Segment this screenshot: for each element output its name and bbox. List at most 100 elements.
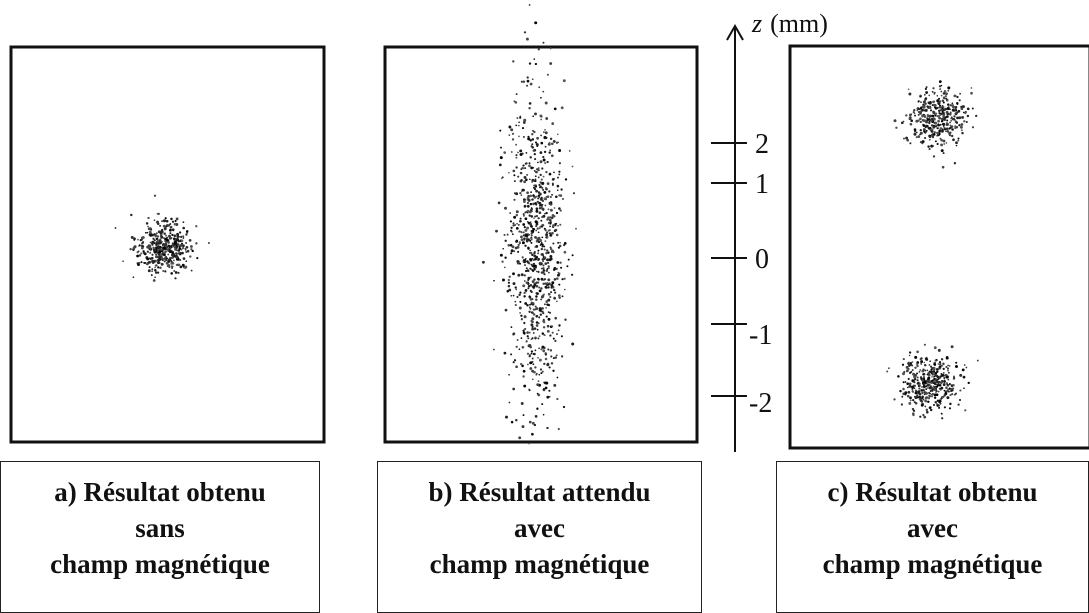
particle-dot (534, 305, 537, 308)
particle-dot (164, 217, 167, 220)
particle-dot (520, 273, 524, 277)
particle-dot (903, 137, 905, 140)
particle-dot (542, 90, 545, 93)
particle-dot (940, 118, 943, 120)
particle-dot (169, 250, 172, 254)
particle-dot (522, 164, 525, 167)
particle-dot (521, 166, 524, 170)
particle-dot (925, 91, 929, 94)
particle-dot (545, 233, 549, 237)
particle-dot (887, 367, 890, 370)
particle-dot (151, 253, 154, 256)
particle-dot (950, 119, 953, 122)
particle-dot (548, 395, 551, 398)
particle-dot (943, 118, 946, 121)
particle-dot (540, 348, 543, 351)
particle-dot (546, 395, 550, 399)
particle-dot (530, 166, 534, 170)
particle-dot (538, 211, 542, 215)
particle-dot (545, 236, 547, 239)
particle-dot (937, 363, 940, 365)
particle-dot (512, 361, 515, 364)
particle-dot (552, 242, 555, 245)
particle-dot (557, 273, 560, 277)
particle-dot (163, 237, 165, 240)
particle-dot (495, 229, 498, 233)
particle-dot (502, 278, 505, 282)
particle-dot (520, 314, 523, 317)
particle-dot (926, 114, 930, 117)
particle-dot (137, 238, 139, 241)
particle-dot (178, 231, 182, 234)
particle-dot (942, 363, 945, 366)
particle-dot (499, 253, 503, 257)
particle-dot (541, 182, 544, 185)
particle-dot (512, 224, 515, 227)
particle-dot (940, 94, 943, 97)
particle-dot (538, 192, 542, 196)
particle-dot (937, 123, 941, 127)
particle-dot (523, 118, 527, 122)
particle-dot (533, 250, 536, 254)
particle-dot (543, 256, 547, 259)
particle-dot (520, 238, 524, 242)
particle-dot (550, 142, 554, 146)
particle-dot (154, 268, 157, 272)
particle-dot (552, 139, 556, 143)
particle-dot (948, 383, 951, 386)
particle-dot (921, 385, 923, 388)
particle-dot (528, 344, 531, 347)
particle-dot (550, 196, 552, 198)
particle-dot (154, 266, 156, 269)
particle-dot (557, 427, 560, 431)
particle-dot (534, 21, 538, 25)
particle-dot (901, 363, 905, 366)
particle-dot (196, 257, 199, 260)
particle-dot (572, 192, 576, 195)
particle-dot (536, 292, 539, 295)
particle-dot (906, 394, 910, 398)
particle-dot (902, 381, 905, 384)
particle-dot (537, 393, 541, 397)
particle-dot (928, 135, 932, 139)
particle-dot (536, 200, 540, 204)
particle-dot (511, 138, 515, 141)
particle-dot (526, 84, 529, 87)
particle-dot (928, 102, 930, 105)
particle-dot (155, 240, 158, 244)
particle-dot (938, 97, 941, 100)
particle-dot (929, 114, 933, 118)
particle-dot (538, 373, 541, 376)
particle-dot (519, 192, 522, 195)
particle-dot (948, 407, 952, 410)
particle-dot (557, 241, 560, 244)
particle-dot (955, 144, 958, 147)
particle-dot (524, 211, 527, 214)
particle-dot (159, 248, 163, 251)
particle-dot (945, 386, 948, 390)
particle-dot (945, 97, 948, 100)
particle-dot (911, 361, 914, 363)
particle-dot (161, 250, 163, 253)
particle-dot (525, 37, 529, 41)
particle-dot (960, 107, 963, 111)
particle-dot (547, 216, 550, 220)
particle-dot (165, 245, 168, 248)
particle-dot (545, 211, 548, 215)
particle-dot (185, 260, 188, 263)
particle-dot (514, 303, 517, 307)
particle-dot (207, 242, 210, 244)
particle-dot (558, 207, 561, 210)
particle-dot (537, 167, 540, 170)
particle-dot (514, 224, 516, 226)
particle-dot (932, 100, 935, 104)
particle-dot (503, 266, 506, 269)
particle-dot (970, 87, 973, 89)
particle-dot (556, 277, 559, 280)
particle-dot (914, 389, 918, 392)
particle-dot (533, 327, 537, 330)
particle-dot (531, 317, 535, 321)
particle-dot (549, 137, 553, 141)
particle-dot (944, 95, 947, 98)
particle-dot (953, 115, 956, 118)
